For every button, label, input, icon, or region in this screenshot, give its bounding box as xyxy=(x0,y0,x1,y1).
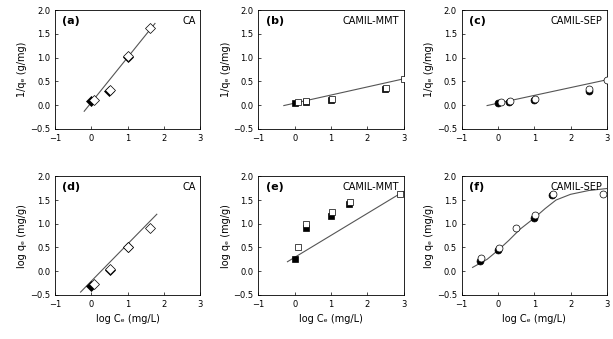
Text: (d): (d) xyxy=(63,182,80,192)
Text: CAMIL-MMT: CAMIL-MMT xyxy=(343,182,399,192)
Y-axis label: log qₑ (mg/g): log qₑ (mg/g) xyxy=(17,204,28,267)
Y-axis label: 1/qₑ (g/mg): 1/qₑ (g/mg) xyxy=(221,42,230,97)
Text: CA: CA xyxy=(183,182,196,192)
Text: (a): (a) xyxy=(63,16,80,26)
Y-axis label: log qₑ (mg/g): log qₑ (mg/g) xyxy=(221,204,230,267)
Text: (b): (b) xyxy=(265,16,284,26)
Text: CA: CA xyxy=(183,16,196,26)
Text: (e): (e) xyxy=(265,182,283,192)
X-axis label: log Cₑ (mg/L): log Cₑ (mg/L) xyxy=(299,314,363,324)
Text: CAMIL-SEP: CAMIL-SEP xyxy=(550,16,603,26)
Y-axis label: 1/qₑ (g/mg): 1/qₑ (g/mg) xyxy=(17,42,28,97)
Text: CAMIL-MMT: CAMIL-MMT xyxy=(343,16,399,26)
Text: CAMIL-SEP: CAMIL-SEP xyxy=(550,182,603,192)
Y-axis label: log qₑ (mg/g): log qₑ (mg/g) xyxy=(424,204,434,267)
X-axis label: log Cₑ (mg/L): log Cₑ (mg/L) xyxy=(96,314,160,324)
X-axis label: log Cₑ (mg/L): log Cₑ (mg/L) xyxy=(502,314,566,324)
Text: (f): (f) xyxy=(469,182,484,192)
Text: (c): (c) xyxy=(469,16,486,26)
Y-axis label: 1/qₑ (g/mg): 1/qₑ (g/mg) xyxy=(424,42,434,97)
